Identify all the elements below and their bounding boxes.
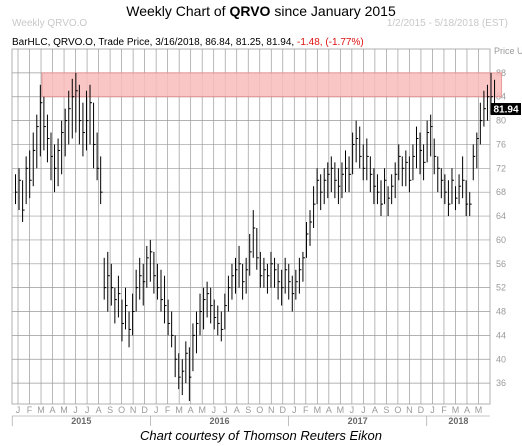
x-tick-label: F [303,405,309,415]
x-tick-label: D [280,405,287,415]
x-tick-label: A [188,405,194,415]
x-tick-label: N [130,405,137,415]
x-tick-label: N [268,405,275,415]
x-tick-label: M [175,405,183,415]
date-range: 1/2/2015 - 5/18/2018 (EST) [386,18,508,29]
x-tick-label: M [198,405,206,415]
plot-frame [11,48,491,405]
x-tick-label: A [96,405,102,415]
year-label: 2016 [209,416,229,426]
y-tick-label: 72 [496,163,506,173]
year-label: 2018 [448,416,468,426]
y-tick-label: 48 [496,307,506,317]
chart-title: Weekly Chart of QRVO since January 2015 [126,3,396,19]
x-tick-label: J [430,405,435,415]
x-tick-label: J [223,405,228,415]
x-tick-label: A [326,405,332,415]
x-tick-label: J [85,405,90,415]
x-tick-label: O [394,405,401,415]
y-tick-label: 40 [496,354,506,364]
x-tick-label: D [418,405,425,415]
x-tick-label: J [211,405,216,415]
x-tick-label: J [16,405,21,415]
y-tick-label: 60 [496,235,506,245]
y-tick-label: 64 [496,211,506,221]
x-tick-label: M [314,405,322,415]
y-axis-label: Price USD [494,46,522,56]
x-tick-label: S [383,405,389,415]
y-tick-label: 68 [496,187,506,197]
x-tick-label: A [372,405,378,415]
legend-change: -1.48, (-1.77%) [296,37,364,48]
y-tick-label: 44 [496,330,506,340]
x-tick-label: J [361,405,366,415]
y-tick-label: 56 [496,259,506,269]
year-label: 2017 [348,416,368,426]
last-price-tag [491,103,521,116]
chart-watermark: Weekly QRVO.O [12,18,88,29]
x-tick-label: M [475,405,483,415]
series-legend: BarHLC, QRVO.O, Trade Price, 3/16/2018, … [12,37,364,48]
x-tick-label: S [107,405,113,415]
x-tick-label: O [256,405,263,415]
x-tick-label: J [292,405,297,415]
year-label: 2015 [71,416,91,426]
resistance-band [41,72,503,98]
x-tick-label: M [37,405,45,415]
x-tick-label: A [464,405,470,415]
x-tick-label: J [350,405,355,415]
x-tick-label: A [234,405,240,415]
x-tick-label: S [245,405,251,415]
y-tick-label: 80 [496,116,506,126]
x-tick-label: F [441,405,447,415]
chart-caption: Chart courtesy of Thomson Reuters Eikon [139,428,383,443]
y-tick-label: 52 [496,283,506,293]
y-tick-label: 76 [496,139,506,149]
x-tick-label: N [406,405,413,415]
x-tick-label: A [50,405,56,415]
x-tick-label: J [154,405,159,415]
y-tick-label: 36 [496,378,506,388]
x-tick-label: M [337,405,345,415]
x-tick-label: J [73,405,78,415]
x-tick-label: O [118,405,125,415]
x-tick-label: M [60,405,68,415]
last-price-label: 81.94 [493,105,518,116]
x-tick-label: M [452,405,460,415]
legend-text: BarHLC, QRVO.O, Trade Price, 3/16/2018, … [12,37,297,48]
x-tick-label: D [141,405,148,415]
x-tick-label: F [165,405,171,415]
x-tick-label: F [27,405,33,415]
